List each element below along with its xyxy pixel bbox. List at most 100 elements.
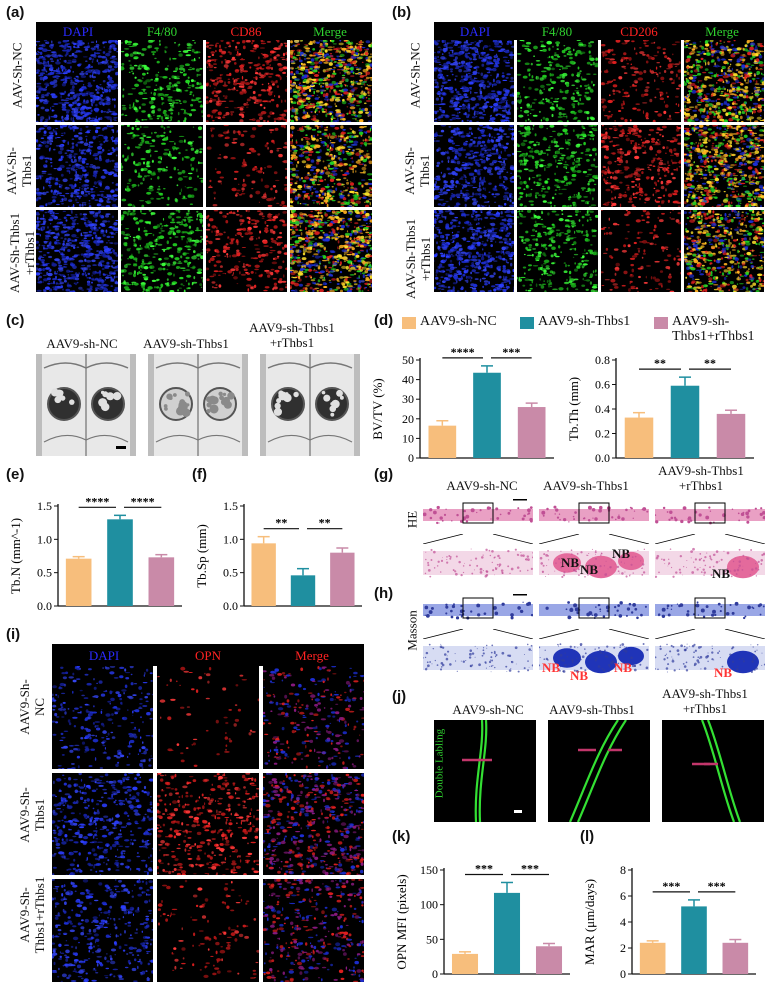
microct-skull-image — [148, 354, 248, 456]
micrograph-tile — [52, 666, 153, 769]
y-tick-label: 1.5 — [37, 499, 52, 513]
histology-overview — [655, 497, 765, 531]
y-tick-label: 50 — [402, 353, 414, 367]
y-axis-label: MAR (μm/days) — [582, 879, 597, 965]
double-labeling-image — [662, 720, 764, 822]
bar — [494, 893, 520, 974]
bar — [536, 946, 562, 974]
y-tick-label: 1.0 — [223, 532, 238, 546]
panel-label-l: (l) — [580, 828, 594, 845]
micrograph-tile — [517, 40, 597, 122]
double-labeling-label: Double Labling — [433, 724, 448, 804]
panel-j-title: AAV9-sh-Thbs1 — [538, 702, 646, 717]
micrograph-tile — [206, 210, 288, 292]
bar — [291, 575, 315, 606]
panel-h-row-label: Masson — [405, 601, 420, 661]
y-tick-label: 0.0 — [37, 599, 52, 613]
bar — [107, 519, 133, 606]
y-axis-label: Tb.Sp (mm) — [194, 524, 209, 588]
micrograph-tile — [52, 773, 153, 876]
microct-skull-image — [36, 354, 136, 456]
panel-label-k: (k) — [392, 828, 410, 845]
panel-a-row-label: AAV-Sh-NC — [10, 31, 25, 121]
histology-overview — [423, 592, 533, 626]
bar — [681, 906, 707, 974]
nb-label: NB — [612, 546, 630, 562]
y-tick-label: 30 — [402, 392, 414, 406]
y-tick-label: 0.8 — [595, 353, 610, 367]
nb-label: NB — [714, 665, 732, 681]
panel-b-header-merge: Merge — [680, 24, 764, 40]
nb-label: NB — [712, 566, 730, 582]
double-labeling-image — [434, 720, 536, 822]
y-tick-label: 0.0 — [595, 451, 610, 465]
y-tick-label: 0.0 — [223, 599, 238, 613]
histology-overview — [539, 592, 649, 626]
panel-a-row-label: AAV-Sh-Thbs1 +rThbs1 — [7, 203, 37, 303]
histology-zoom — [423, 636, 533, 678]
panel-j-title: AAV9-sh-NC — [434, 702, 542, 717]
panel-label-g: (g) — [374, 466, 393, 483]
y-tick-label: 1.5 — [223, 499, 238, 513]
zoom-connector — [423, 531, 533, 541]
panel-b-row-label: AAV-Sh-NC — [408, 31, 423, 121]
micrograph-tile — [121, 210, 203, 292]
y-axis-label: BV/TV (%) — [370, 378, 385, 440]
panel-c-title: AAV9-sh-NC — [30, 336, 134, 351]
significance-label: *** — [502, 345, 520, 359]
legend-swatch — [654, 317, 668, 329]
significance-label: *** — [521, 861, 539, 875]
panel-a-header-f480: F4/80 — [120, 24, 204, 40]
panel-a-header-merge: Merge — [288, 24, 372, 40]
bar — [330, 553, 354, 606]
bar — [428, 426, 456, 458]
y-tick-label: 0.5 — [37, 566, 52, 580]
bar — [640, 943, 666, 974]
panel-c-title: AAV9-sh-Thbs1 — [134, 336, 238, 351]
micrograph-tile — [684, 210, 764, 292]
panel-b-row-label: AAV-Sh-Thbs1 +rThbs1 — [403, 209, 433, 309]
significance-label: **** — [85, 494, 109, 508]
micrograph-tile — [263, 666, 364, 769]
panel-b-header-f480: F4/80 — [516, 24, 598, 40]
legend-swatch — [520, 317, 534, 329]
significance-label: ** — [275, 516, 287, 530]
nb-label: NB — [542, 660, 560, 676]
legend-label: AAV9-sh-NC — [420, 314, 497, 330]
bar-chart-svg: 0.00.20.40.60.8Tb.Th (mm)**** — [564, 338, 764, 466]
bar — [251, 543, 275, 606]
panel-label-b: (b) — [392, 4, 411, 21]
bar — [723, 943, 749, 974]
nb-label: NB — [580, 562, 598, 578]
micrograph-tile — [206, 125, 288, 207]
bar — [66, 559, 92, 606]
bar-chart-svg: 0.00.51.01.5Tb.N (mm^-1)******** — [6, 484, 192, 614]
panel-label-e: (e) — [6, 466, 24, 483]
panel-i-header-merge: Merge — [260, 648, 364, 664]
micrograph-tile — [290, 210, 372, 292]
nb-label: NB — [561, 555, 579, 571]
y-tick-label: 50 — [426, 932, 438, 946]
panel-label-j: (j) — [392, 688, 406, 705]
panel-a-header-dapi: DAPI — [36, 24, 120, 40]
zoom-connector — [539, 626, 649, 636]
histology-overview — [539, 497, 649, 531]
micrograph-tile — [263, 773, 364, 876]
micrograph-tile — [434, 40, 514, 122]
micrograph-tile — [601, 125, 681, 207]
significance-label: ** — [319, 516, 331, 530]
micrograph-tile — [263, 879, 364, 982]
micrograph-tile — [684, 125, 764, 207]
panel-label-f: (f) — [192, 466, 207, 483]
panel-j-double-labeling-images: Double Labling — [434, 720, 764, 822]
micrograph-tile — [157, 879, 258, 982]
nb-label: NB — [570, 668, 588, 684]
y-tick-label: 20 — [402, 412, 414, 426]
bar — [518, 407, 546, 458]
y-tick-label: 0.5 — [223, 566, 238, 580]
panel-a-image-grid — [36, 40, 372, 292]
y-tick-label: 4 — [620, 915, 626, 929]
